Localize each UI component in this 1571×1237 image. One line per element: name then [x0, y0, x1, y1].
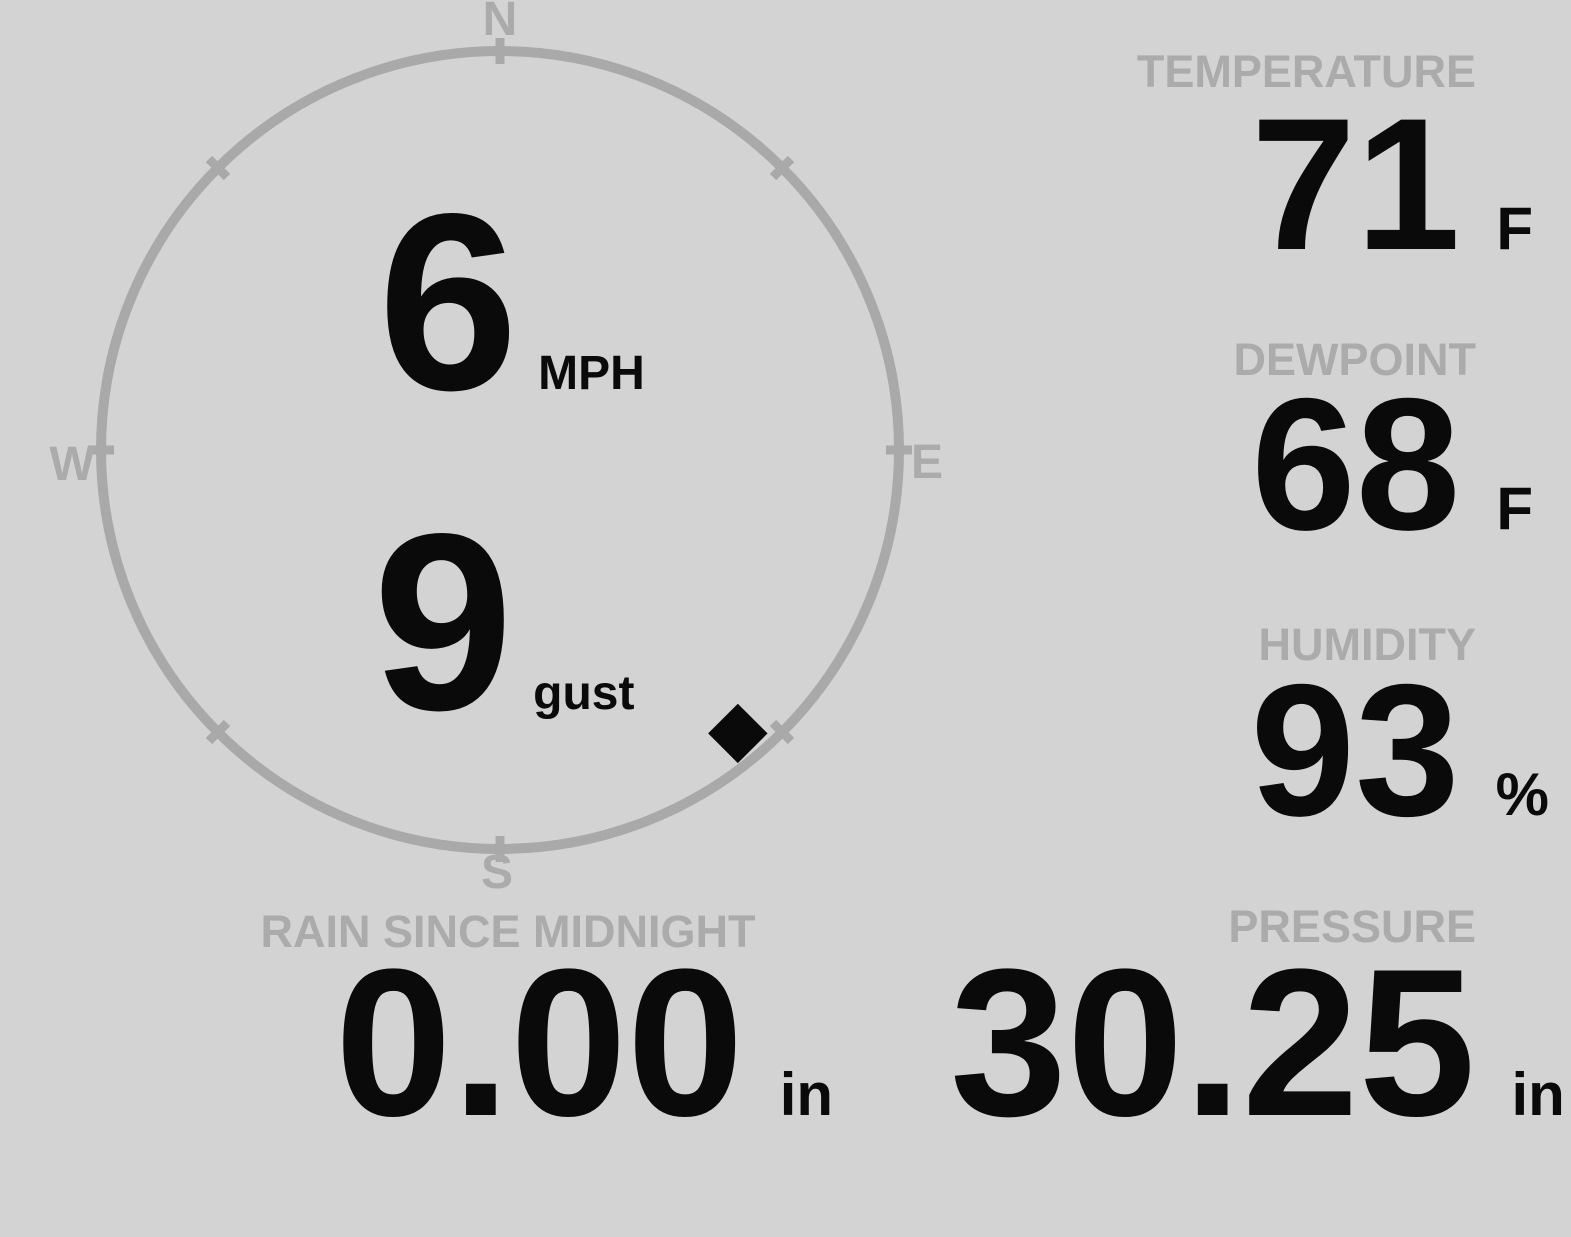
- humidity-label: HUMIDITY: [1258, 619, 1477, 670]
- dewpoint-unit: F: [1496, 475, 1533, 542]
- humidity-readout: 93 %: [1251, 656, 1549, 844]
- compass-tick-sw: [205, 719, 231, 745]
- wind-gust-readout: 9 gust: [373, 497, 634, 749]
- pressure-readout: 30.25 in: [950, 938, 1565, 1148]
- temperature-readout: 71 F: [1251, 90, 1533, 278]
- dewpoint-readout: 68 F: [1251, 370, 1533, 558]
- cardinal-south-label: S: [480, 846, 514, 899]
- rain-unit: in: [779, 1061, 834, 1128]
- compass-tick-ne: [769, 155, 795, 181]
- humidity-value: 93: [1250, 645, 1460, 855]
- temperature-label: TEMPERATURE: [1136, 46, 1476, 97]
- compass-tick-se: [769, 719, 795, 745]
- pressure-value: 30.25: [950, 925, 1476, 1160]
- wind-gust-value: 9: [373, 482, 514, 763]
- compass-ticks: [88, 38, 912, 862]
- compass-dial-graphic: [88, 38, 912, 862]
- rain-value: 0.00: [335, 925, 744, 1160]
- compass-tick-nw: [205, 155, 231, 181]
- rain-label: RAIN SINCE MIDNIGHT: [260, 906, 756, 957]
- humidity-unit: %: [1495, 761, 1549, 828]
- temperature-value: 71: [1251, 79, 1461, 289]
- cardinal-north-label: N: [482, 0, 518, 46]
- wind-compass: N E S W 6 MPH 9 gust: [0, 0, 1000, 910]
- pressure-label: PRESSURE: [1228, 901, 1476, 952]
- temperature-unit: F: [1496, 195, 1533, 262]
- wind-speed-readout: 6 MPH: [378, 177, 645, 429]
- wind-speed-value: 6: [378, 162, 519, 443]
- dewpoint-value: 68: [1251, 359, 1461, 569]
- cardinal-east-label: E: [910, 436, 944, 489]
- wind-gust-unit: gust: [533, 667, 635, 720]
- wind-speed-unit: MPH: [538, 347, 645, 400]
- dewpoint-label: DEWPOINT: [1233, 334, 1477, 385]
- rain-readout: 0.00 in: [335, 938, 833, 1148]
- cardinal-west-label: W: [49, 438, 95, 491]
- pressure-unit: in: [1511, 1061, 1565, 1128]
